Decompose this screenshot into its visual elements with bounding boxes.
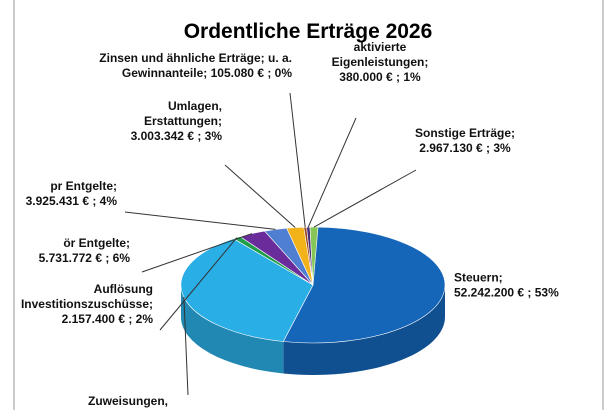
leader-line-aufl-sung-investitionszusch-sse	[159, 237, 238, 331]
slice-label-sonstige-ertr-ge: Sonstige Erträge;	[415, 126, 515, 140]
leader-line-zinsen-und-hnliche-ertr-ge-u-a-gewinnanteile	[289, 92, 306, 228]
slice-label-aktivierte-eigenleistungen: aktivierte	[354, 40, 407, 54]
pie-slice-sonstige-ertr-ge	[309, 226, 319, 286]
leader-line-r-entgelte	[141, 233, 253, 273]
slice-label-aktivierte-eigenleistungen: 380.000 € ; 1%	[339, 70, 421, 84]
slice-label-aufl-sung-investitionszusch-sse: Auflösung	[94, 282, 153, 296]
slice-label-zinsen-und-hnliche-ertr-ge-u-a-gewinnanteile: Gewinnanteile; 105.080 € ; 0%	[122, 66, 292, 80]
chart-title: Ordentliche Erträge 2026	[184, 20, 433, 43]
slice-label-umlagen-erstattungen: Erstattungen;	[144, 114, 222, 128]
leader-line-pr-entgelte	[124, 211, 276, 230]
leader-line-aktivierte-eigenleistungen	[307, 117, 357, 228]
slice-label-aufl-sung-investitionszusch-sse: 2.157.400 € ; 2%	[62, 312, 154, 326]
slice-label-pr-entgelte: pr Entgelte;	[50, 179, 117, 193]
slice-label-sonstige-ertr-ge: 2.967.130 € ; 3%	[419, 141, 511, 155]
pie-side-zuweisungen	[181, 285, 284, 374]
slice-label-zuweisungen: Zuweisungen,	[88, 394, 168, 408]
pie-slice-steuern	[282, 226, 446, 344]
leader-lines	[124, 92, 417, 396]
leader-line-sonstige-ertr-ge	[313, 169, 417, 228]
slice-label-r-entgelte: 5.731.772 € ; 6%	[39, 251, 131, 265]
pie-layer	[180, 226, 446, 375]
slice-label-umlagen-erstattungen: 3.003.342 € ; 3%	[131, 129, 223, 143]
slice-label-zinsen-und-hnliche-ertr-ge-u-a-gewinnanteile: Zinsen und ähnliche Erträge; u. a.	[99, 51, 292, 65]
leader-line-umlagen-erstattungen	[224, 164, 296, 228]
slice-labels: Steuern;52.242.200 € ; 53% Zuweisungen, Au…	[21, 40, 559, 408]
pie-side-steuern	[283, 285, 445, 375]
slice-label-umlagen-erstattungen: Umlagen,	[168, 99, 222, 113]
slice-label-r-entgelte: ör Entgelte;	[63, 236, 130, 250]
slice-label-aufl-sung-investitionszusch-sse: Investitionszuschüsse;	[21, 297, 153, 311]
slice-label-steuern: Steuern;	[454, 271, 503, 285]
slice-label-pr-entgelte: 3.925.431 € ; 4%	[26, 194, 118, 208]
slice-label-steuern: 52.242.200 € ; 53%	[454, 286, 559, 300]
slice-label-aktivierte-eigenleistungen: Eigenleistungen;	[332, 55, 429, 69]
leader-line-zuweisungen	[183, 297, 189, 396]
